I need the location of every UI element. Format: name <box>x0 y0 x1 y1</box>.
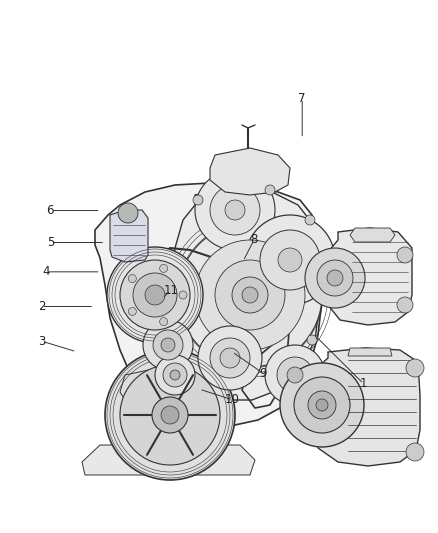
Circle shape <box>316 399 328 411</box>
Polygon shape <box>120 368 162 405</box>
Text: 4: 4 <box>42 265 50 278</box>
Circle shape <box>195 170 275 250</box>
Circle shape <box>143 320 193 370</box>
Circle shape <box>265 345 325 405</box>
Text: 7: 7 <box>298 92 306 105</box>
Text: 3: 3 <box>38 335 45 348</box>
Polygon shape <box>95 183 322 425</box>
Circle shape <box>128 274 136 282</box>
Text: 10: 10 <box>225 393 240 406</box>
Circle shape <box>170 370 180 380</box>
Text: 11: 11 <box>163 284 178 297</box>
Circle shape <box>145 285 165 305</box>
Circle shape <box>179 291 187 299</box>
Circle shape <box>178 223 322 367</box>
Circle shape <box>397 297 413 313</box>
Circle shape <box>118 203 138 223</box>
Circle shape <box>198 326 262 390</box>
Circle shape <box>287 367 303 383</box>
Circle shape <box>260 230 320 290</box>
Text: 1: 1 <box>360 377 367 390</box>
Text: 2: 2 <box>38 300 46 313</box>
Circle shape <box>406 443 424 461</box>
Text: 9: 9 <box>259 367 267 379</box>
Text: 6: 6 <box>46 204 54 217</box>
Circle shape <box>161 338 175 352</box>
Polygon shape <box>326 228 412 325</box>
Circle shape <box>161 406 179 424</box>
Circle shape <box>232 277 268 313</box>
Circle shape <box>317 260 353 296</box>
Polygon shape <box>82 445 255 475</box>
Polygon shape <box>168 188 320 400</box>
Circle shape <box>133 273 177 317</box>
Circle shape <box>245 215 335 305</box>
Circle shape <box>215 260 285 330</box>
Circle shape <box>120 260 190 330</box>
Circle shape <box>153 330 183 360</box>
Polygon shape <box>210 148 290 195</box>
Circle shape <box>308 391 336 419</box>
Circle shape <box>152 397 188 433</box>
Circle shape <box>294 377 350 433</box>
Circle shape <box>307 335 317 345</box>
Polygon shape <box>314 348 420 466</box>
Circle shape <box>305 215 315 225</box>
Polygon shape <box>348 348 392 356</box>
Circle shape <box>128 308 136 316</box>
Text: 8: 8 <box>251 233 258 246</box>
Circle shape <box>160 264 168 272</box>
Circle shape <box>120 365 220 465</box>
Circle shape <box>406 359 424 377</box>
Circle shape <box>278 248 302 272</box>
Circle shape <box>107 247 203 343</box>
Circle shape <box>155 355 195 395</box>
Circle shape <box>265 185 275 195</box>
Circle shape <box>220 348 240 368</box>
Circle shape <box>195 240 305 350</box>
Text: 5: 5 <box>47 236 54 249</box>
Circle shape <box>305 248 365 308</box>
Circle shape <box>397 247 413 263</box>
Circle shape <box>193 195 203 205</box>
Circle shape <box>280 363 364 447</box>
Polygon shape <box>350 228 395 242</box>
Circle shape <box>327 270 343 286</box>
Circle shape <box>105 350 235 480</box>
Circle shape <box>242 287 258 303</box>
Polygon shape <box>110 210 148 262</box>
Circle shape <box>210 185 260 235</box>
Circle shape <box>210 338 250 378</box>
Circle shape <box>160 318 168 326</box>
Circle shape <box>163 363 187 387</box>
Circle shape <box>225 200 245 220</box>
Circle shape <box>277 357 313 393</box>
